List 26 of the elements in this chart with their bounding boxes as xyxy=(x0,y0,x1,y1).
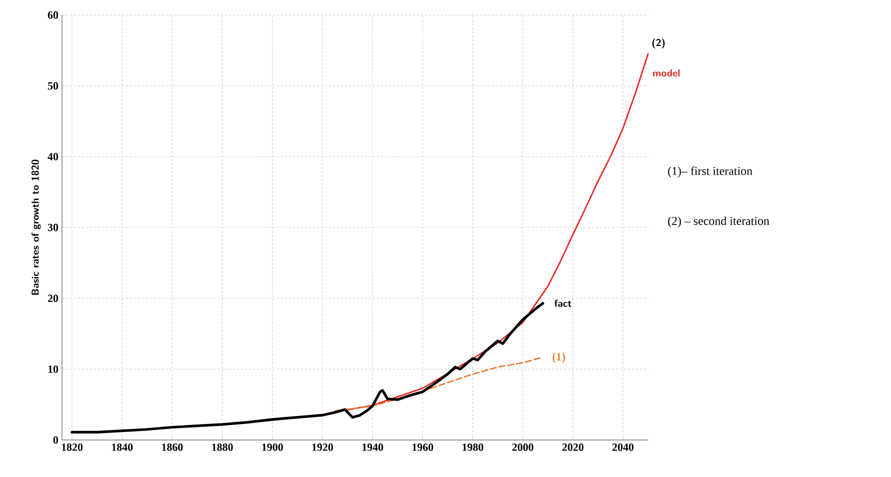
y-tick-label: 50 xyxy=(48,82,58,90)
x-tick-label: 1980 xyxy=(462,444,484,451)
x-tick-label: 1880 xyxy=(212,444,233,451)
x-tick-label: 1920 xyxy=(312,444,333,451)
y-tick-label: 40 xyxy=(48,152,58,160)
y-axis-title: Basic rates of growth to 1820 xyxy=(31,160,41,295)
y-tick-label: 30 xyxy=(48,224,58,232)
series-label: (1) xyxy=(552,352,565,363)
x-tick-label: 1840 xyxy=(112,444,133,451)
x-tick-label: 1940 xyxy=(362,444,384,451)
y-tick-label: 10 xyxy=(48,365,58,373)
x-tick-label: 2000 xyxy=(512,444,534,451)
y-tick-label: 0 xyxy=(53,436,58,444)
y-tick-label: 60 xyxy=(48,11,58,19)
series-label: fact xyxy=(554,300,572,307)
x-tick-label: 2040 xyxy=(612,444,634,451)
series-label: model xyxy=(653,69,680,76)
x-tick-label: 1900 xyxy=(262,444,283,451)
x-tick-label: 2020 xyxy=(562,444,584,451)
x-tick-label: 1820 xyxy=(62,444,83,451)
x-tick-label: 1860 xyxy=(162,444,183,451)
y-tick-label: 20 xyxy=(48,294,58,302)
text: (1)– first iteration xyxy=(668,166,752,178)
x-tick-label: 1960 xyxy=(412,444,434,451)
text: (2) – second iteration xyxy=(668,216,770,228)
annotation: (2) xyxy=(652,38,665,48)
